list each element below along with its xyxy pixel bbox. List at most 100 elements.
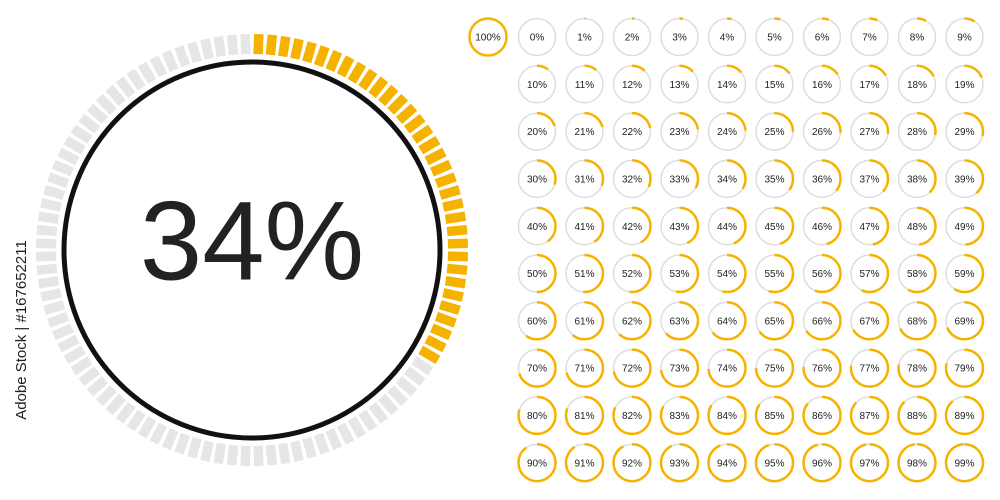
ring-segment [213,442,227,465]
gauge-arc [944,17,985,57]
gauge-label: 43% [669,222,689,233]
gauge-arc [944,206,985,246]
ring-segment [36,263,58,276]
gauge-label: 53% [669,269,689,280]
ring-segment [395,376,418,397]
gauge-label: 32% [622,175,642,186]
gauge-label: 10% [527,80,547,91]
gauge-label: 100% [475,33,501,44]
gauge-label: 50% [527,269,547,280]
gauge-label: 8% [910,33,925,44]
ring-segment [438,300,461,315]
ring-segment [78,113,101,134]
ring-segment [213,35,227,58]
ring-segment [63,345,86,365]
gauge-arc [564,159,605,199]
ring-segment [434,311,457,328]
gauge-arc [612,64,652,105]
gauge-label: 49% [954,222,974,233]
gauge-label: 84% [717,411,737,422]
gauge-label: 63% [669,316,689,327]
gauge-label: 22% [622,127,642,138]
gauge-arc [707,159,747,199]
ring-segment [277,442,291,465]
gauge-arc [754,253,795,294]
gauge-arc [802,253,842,294]
gauge-label: 51% [574,269,594,280]
ring-segment [63,135,86,155]
ring-segment [336,55,355,78]
gauge-arc [517,442,557,483]
ring-segment [395,103,418,124]
gauge-arc [707,301,747,341]
gauge-label: 27% [859,127,879,138]
ring-segment [429,323,453,341]
ring-segment [200,440,214,462]
gauge-label: 18% [907,80,927,91]
gauge-arc [612,395,652,436]
gauge-arc [802,301,842,341]
gauge-label: 89% [954,411,974,422]
gauge-arc [944,348,985,388]
gauge-label: 58% [907,269,927,280]
ring-segment [35,251,57,262]
gauge-arc [897,111,937,152]
gauge-arc [564,64,605,105]
gauge-arc [564,253,605,294]
ring-segment [444,211,467,225]
ring-segment [277,35,291,58]
gauge-arc [754,301,795,341]
gauge-label: 68% [907,316,927,327]
gauge-arc [849,64,890,105]
ring-segment [149,422,168,445]
ring-segment [378,393,399,416]
ring-segment [43,300,66,315]
gauge-label: 0% [530,33,545,44]
ring-segment [387,93,409,115]
ring-segment [387,385,409,407]
ring-segment [126,409,146,432]
gauge-label: 80% [527,411,547,422]
gauge-arc [849,17,890,57]
ring-segment [115,401,136,424]
ring-segment [424,334,447,353]
gauge-arc [802,348,842,388]
gauge-label: 13% [669,80,689,91]
ring-segment [347,61,367,84]
gauge-label: 96% [812,458,832,469]
gauge-label: 2% [625,33,640,44]
gauge-label: 66% [812,316,832,327]
ring-segment [444,275,467,289]
gauge-arc [802,395,842,436]
gauge-label: 82% [622,411,642,422]
ring-segment [40,198,62,212]
gauge-label: 44% [717,222,737,233]
gauge-label: 40% [527,222,547,233]
gauge-label: 61% [574,316,594,327]
gauge-arc [707,17,747,57]
gauge-label: 52% [622,269,642,280]
gauge-label: 97% [859,458,879,469]
gauge-arc [659,395,700,436]
gauge-label: 24% [717,127,737,138]
gauge-label: 17% [859,80,879,91]
gauge-arc [659,159,700,199]
gauge-arc [564,348,605,388]
ring-segment [358,68,378,91]
gauge-arc [564,17,605,57]
ring-segment [95,93,117,115]
gauge-label: 91% [574,458,594,469]
gauge-label: 1% [577,33,592,44]
gauge-arc [754,206,795,246]
ring-segment [161,49,179,73]
gauge-arc [564,395,605,436]
gauge-arc [517,206,557,246]
gauge-label: 36% [812,175,832,186]
ring-segment [302,41,317,64]
gauge-label: 71% [574,364,594,375]
ring-segment [325,49,343,73]
gauge-arc [897,301,937,341]
gauge-label: 83% [669,411,689,422]
